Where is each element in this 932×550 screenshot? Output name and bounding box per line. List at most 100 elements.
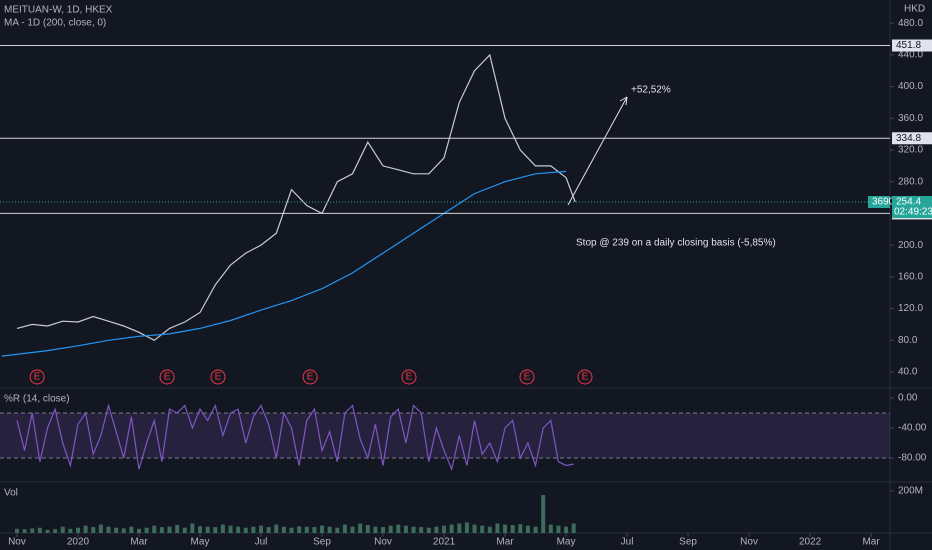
earnings-marker [302, 369, 318, 385]
y-tick-label: 480.0 [898, 18, 923, 29]
countdown: 02:49:23 [894, 207, 932, 218]
volume-bar [281, 526, 286, 533]
volume-bar [396, 524, 401, 533]
volume-bar [182, 527, 187, 533]
volume-bar [266, 527, 271, 533]
earnings-label: E [307, 372, 314, 383]
volume-bar [434, 526, 439, 533]
volume-bar [388, 525, 393, 533]
volume-bar [556, 525, 561, 533]
volume-bar [419, 527, 424, 533]
earnings-label: E [164, 372, 171, 383]
y-tick-label: 200.0 [898, 240, 923, 251]
earnings-marker [519, 369, 535, 385]
volume-bar [373, 526, 378, 533]
volume-bar [541, 495, 546, 533]
volume-bar [251, 526, 256, 533]
volume-bar [243, 527, 248, 533]
volume-bar [22, 529, 27, 533]
volume-bar [571, 523, 576, 533]
currency: HKD [904, 4, 925, 15]
y-tick-label: -80.00 [898, 453, 927, 464]
earnings-label: E [215, 372, 222, 383]
volume-bar [60, 526, 65, 533]
last-price-box [892, 196, 932, 219]
x-tick-label: Jul [255, 537, 268, 548]
series-line [1, 170, 567, 357]
volume-bar [106, 526, 111, 533]
volume-bar [487, 526, 492, 533]
y-tick-label: 120.0 [898, 303, 923, 314]
x-tick-label: May [191, 537, 210, 548]
volume-bar [98, 524, 103, 533]
indicator-legend: %R (14, close) [4, 394, 70, 405]
y-tick-label: 440.0 [898, 50, 923, 61]
volume-bar [548, 524, 553, 533]
earnings-marker [210, 369, 226, 385]
volume-bar [495, 523, 500, 533]
volume-bar [236, 526, 241, 533]
y-tick-label: 160.0 [898, 271, 923, 282]
earnings-marker [159, 369, 175, 385]
volume-bar [91, 527, 96, 533]
volume-bar [564, 526, 569, 533]
y-tick-label: -40.00 [898, 423, 927, 434]
volume-bar [114, 527, 119, 533]
x-tick-label: Mar [496, 537, 514, 548]
volume-bar [45, 529, 50, 533]
volume-bar [175, 524, 180, 533]
volume-bar [503, 524, 508, 533]
volume-bar [365, 524, 370, 533]
volume-bar [327, 526, 332, 533]
last-price-label: 254.4 [896, 197, 921, 208]
volume-bar [190, 523, 195, 533]
series-legend: MEITUAN-W, 1D, HKEX [4, 5, 113, 16]
volume-bar [289, 527, 294, 533]
volume-bar [411, 526, 416, 533]
volume-bar [335, 527, 340, 533]
volume-bar [426, 527, 431, 533]
x-tick-label: Mar [862, 537, 880, 548]
earnings-marker [577, 369, 593, 385]
x-tick-label: May [557, 537, 576, 548]
volume-bar [30, 528, 35, 533]
volume-bar [350, 526, 355, 533]
earnings-marker [29, 369, 45, 385]
volume-bar [342, 524, 347, 533]
volume-bar [358, 523, 363, 533]
y-tick-label: 400.0 [898, 81, 923, 92]
volume-bar [510, 524, 515, 533]
series-line [16, 403, 574, 472]
earnings-label: E [34, 372, 41, 383]
symbol-code: 3690 [872, 197, 895, 208]
volume-bar [518, 524, 523, 533]
volume-bar [68, 528, 73, 533]
x-tick-label: 2020 [67, 537, 90, 548]
volume-bar [442, 525, 447, 533]
volume-bar [449, 524, 454, 533]
earnings-label: E [524, 372, 531, 383]
volume-bar [205, 526, 210, 533]
volume-bar [53, 529, 58, 533]
x-tick-label: Mar [130, 537, 148, 548]
series-legend: MA - 1D (200, close, 0) [4, 18, 106, 29]
volume-bar [403, 525, 408, 533]
volume-bar [144, 527, 149, 533]
x-tick-label: Sep [313, 537, 331, 548]
y-tick-label: 320.0 [898, 145, 923, 156]
volume-bar [159, 527, 164, 533]
volume-bar [129, 526, 134, 533]
annotation: Stop @ 239 on a daily closing basis (-5,… [576, 238, 776, 249]
y-tick-label: 360.0 [898, 113, 923, 124]
x-tick-label: 2021 [433, 537, 456, 548]
volume-bar [381, 527, 386, 533]
x-tick-label: Nov [8, 537, 26, 548]
volume-bar [121, 528, 126, 533]
volume-bar [14, 528, 19, 533]
volume-bar [480, 525, 485, 533]
x-tick-label: 2022 [799, 537, 822, 548]
volume-bar [220, 524, 225, 533]
volume-bar [297, 526, 302, 533]
level-label: 451.8 [896, 40, 921, 51]
volume-bar [83, 525, 88, 533]
